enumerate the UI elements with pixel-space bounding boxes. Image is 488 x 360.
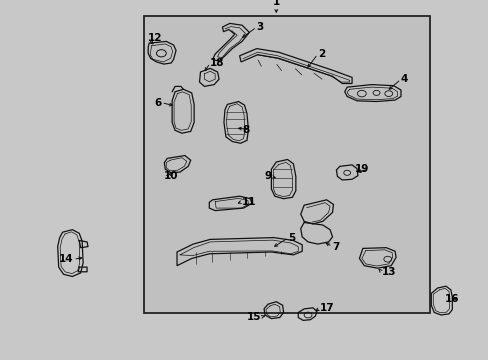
Text: 14: 14: [59, 254, 73, 264]
Bar: [144, 16, 429, 313]
Text: 19: 19: [354, 164, 368, 174]
Text: 10: 10: [163, 171, 178, 181]
Text: 13: 13: [381, 267, 395, 277]
Text: 11: 11: [242, 197, 256, 207]
Text: 5: 5: [288, 233, 295, 243]
Text: 3: 3: [256, 22, 264, 32]
Text: 2: 2: [317, 49, 325, 59]
Text: 4: 4: [400, 74, 407, 84]
Text: 9: 9: [264, 171, 271, 181]
Text: 1: 1: [272, 0, 279, 7]
Text: 16: 16: [444, 294, 459, 304]
Text: 7: 7: [332, 242, 339, 252]
Text: 12: 12: [147, 33, 162, 43]
Text: 18: 18: [210, 58, 224, 68]
Text: 17: 17: [320, 303, 334, 313]
Text: 15: 15: [246, 312, 261, 322]
Text: 8: 8: [242, 125, 249, 135]
Text: 6: 6: [154, 98, 161, 108]
